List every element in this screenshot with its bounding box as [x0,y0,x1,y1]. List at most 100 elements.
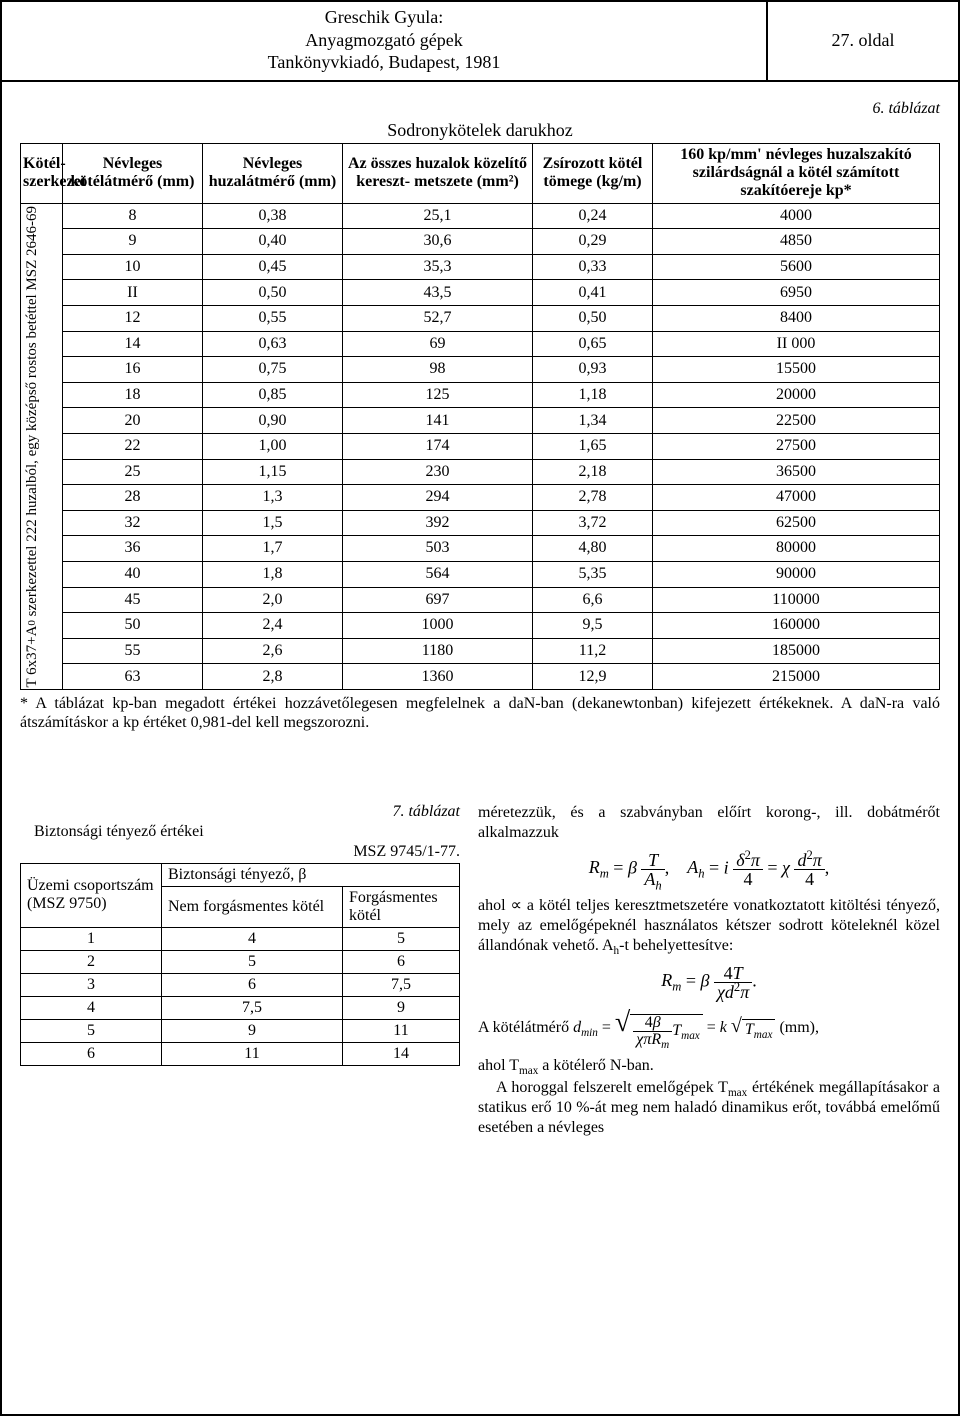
table6-row: 251,152302,1836500 [21,459,940,485]
frac-4T-chid2pi: 4T χd2π [714,964,752,1001]
table6-cell: 2,0 [203,587,343,613]
equation-2: Rm = β 4T χd2π . [478,964,940,1001]
table7-cell: 9 [162,1019,343,1042]
table6-cell: 43,5 [343,280,533,306]
table6-cell: 0,45 [203,254,343,280]
table6-cell: 8400 [653,306,940,332]
table7-cell: 5 [343,927,460,950]
paragraph-3: A kötélátmérő dmin = √ 4β χπRm Tmax [478,1009,940,1048]
table6-row: 180,851251,1820000 [21,382,940,408]
t6-col-rope-dia: Névleges kötélátmérő (mm) [63,143,203,203]
table6-cell: 0,33 [533,254,653,280]
table6-cell: 0,65 [533,331,653,357]
t6-side-label: T 6x37+A0 szerkezettel 222 huzalból, egy… [21,203,63,690]
table6-cell: 22500 [653,408,940,434]
t6-col-wire-dia: Névleges huzalátmérő (mm) [203,143,343,203]
header-title-block: Greschik Gyula: Anyagmozgató gépek Tankö… [2,2,768,80]
table6-cell: 15500 [653,357,940,383]
table6-cell: 36500 [653,459,940,485]
table6-cell: 1000 [343,613,533,639]
table7-row: 5911 [21,1019,460,1042]
table6-cell: 1,5 [203,510,343,536]
paragraph-2: ahol ∝ a kötél teljes keresztmetszetére … [478,896,940,956]
table6-cell: 32 [63,510,203,536]
table7-block: 7. táblázat Biztonsági tényező értékei M… [20,803,460,1138]
table6-row: II0,5043,50,416950 [21,280,940,306]
text-column: méretezzük, és a szabványban előírt koro… [478,803,940,1138]
table6-cell: 1,34 [533,408,653,434]
t7-col-beta: Biztonsági tényező, β [162,863,460,886]
table6-label: 6. táblázat [20,100,940,118]
t6-col-cross-section: Az összes huzalok közelítő kereszt- mets… [343,143,533,203]
table6-cell: 0,63 [203,331,343,357]
table6-cell: 0,50 [533,306,653,332]
table6-cell: 12 [63,306,203,332]
table6-cell: 2,6 [203,638,343,664]
equation-1: Rm = β T Ah , Ah = i δ2π 4 = [478,851,940,888]
table6-cell: 230 [343,459,533,485]
page: Greschik Gyula: Anyagmozgató gépek Tankö… [0,0,960,1416]
table6-cell: 1,15 [203,459,343,485]
table6-cell: 2,8 [203,664,343,690]
table7-row: 367,5 [21,973,460,996]
header-line-3: Tankönyvkiadó, Budapest, 1981 [2,51,766,74]
page-body: 6. táblázat Sodronykötelek darukhoz Köté… [2,82,958,1138]
table6-cell: 1,7 [203,536,343,562]
table6-row: 452,06976,6110000 [21,587,940,613]
table7-cell: 6 [162,973,343,996]
table6-row: 401,85645,3590000 [21,561,940,587]
table6-cell: 69 [343,331,533,357]
table6-cell: 0,40 [203,229,343,255]
table7-cell: 5 [21,1019,162,1042]
table6-caption: Sodronykötelek darukhoz [20,120,940,141]
table6-cell: 50 [63,613,203,639]
table6-cell: 0,50 [203,280,343,306]
table6-cell: 125 [343,382,533,408]
table6-cell: 9 [63,229,203,255]
table6-cell: 697 [343,587,533,613]
table7-cell: 7,5 [162,996,343,1019]
table6-row: 502,410009,5160000 [21,613,940,639]
table7-cell: 7,5 [343,973,460,996]
table6-cell: 27500 [653,434,940,460]
page-header: Greschik Gyula: Anyagmozgató gépek Tankö… [2,2,958,82]
table6-row: 90,4030,60,294850 [21,229,940,255]
table6-cell: 4,80 [533,536,653,562]
table6-cell: 25 [63,459,203,485]
table6-cell: 503 [343,536,533,562]
t6-col-strength: 160 kp/mm' névleges huzalszakító szilárd… [653,143,940,203]
table6-cell: 0,38 [203,203,343,229]
table6-cell: 0,75 [203,357,343,383]
frac-d2pi-4: d2π 4 [794,851,824,888]
table7-cell: 11 [162,1042,343,1065]
table6-cell: 18 [63,382,203,408]
table6-row: 321,53923,7262500 [21,510,940,536]
table6-header-row: Kötél-szerkezet Névleges kötélátmérő (mm… [21,143,940,203]
table6-cell: 28 [63,485,203,511]
table6-cell: 564 [343,561,533,587]
table6-cell: 174 [343,434,533,460]
header-line-2: Anyagmozgató gépek [2,29,766,52]
paragraph-1: méretezzük, és a szabványban előírt koro… [478,803,940,843]
paragraph-5: A horoggal felszerelt emelőgépek Tmax ér… [478,1078,940,1138]
t6-col-structure: Kötél-szerkezet [21,143,63,203]
table6-cell: 1,00 [203,434,343,460]
table7-cell: 3 [21,973,162,996]
table7-cell: 1 [21,927,162,950]
table6-cell: 55 [63,638,203,664]
table6-cell: 160000 [653,613,940,639]
table6-cell: 47000 [653,485,940,511]
sqrt-1: √ 4β χπRm Tmax [615,1009,703,1048]
header-line-1: Greschik Gyula: [2,6,766,29]
table6-cell: 141 [343,408,533,434]
table6-row: 361,75034,8080000 [21,536,940,562]
table6-cell: 25,1 [343,203,533,229]
table7-row: 145 [21,927,460,950]
table6-cell: 1,8 [203,561,343,587]
table7-row: 256 [21,950,460,973]
frac-T-Ah: T Ah [641,851,664,888]
table6-cell: 35,3 [343,254,533,280]
table6-cell: 11,2 [533,638,653,664]
table7-cell: 2 [21,950,162,973]
table6-cell: 12,9 [533,664,653,690]
